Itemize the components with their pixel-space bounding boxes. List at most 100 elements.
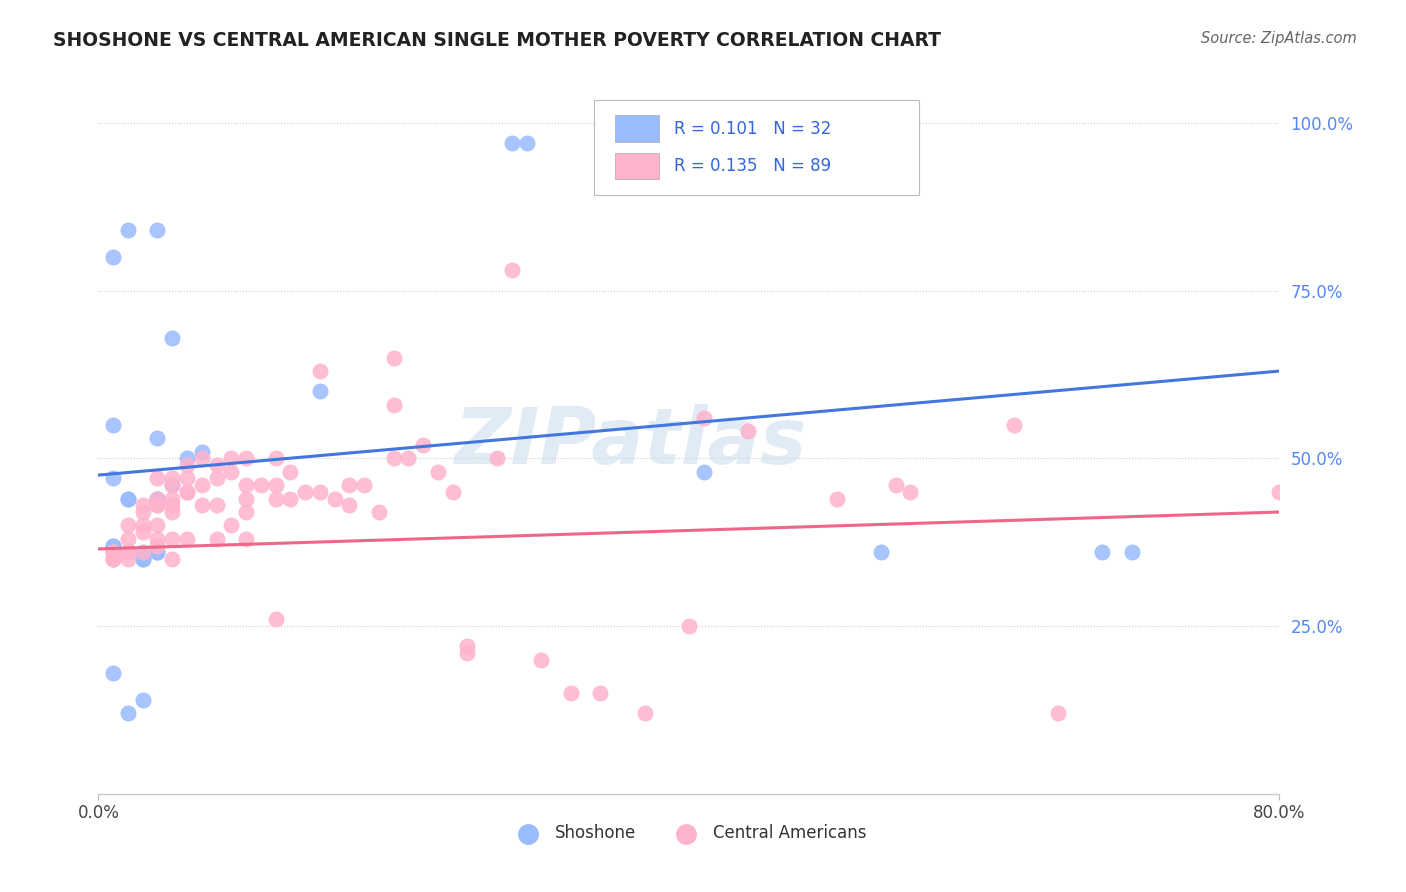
- Point: [146, 539, 169, 553]
- Point: [900, 484, 922, 499]
- Point: [117, 545, 139, 559]
- Point: [486, 451, 509, 466]
- Point: [353, 478, 375, 492]
- Point: [693, 465, 716, 479]
- Point: [103, 250, 125, 264]
- Point: [146, 431, 169, 445]
- Point: [146, 491, 169, 506]
- Point: [146, 498, 169, 512]
- Point: [146, 532, 169, 546]
- Point: [634, 706, 657, 721]
- Point: [457, 639, 479, 653]
- Point: [117, 532, 139, 546]
- Point: [501, 136, 523, 150]
- Point: [146, 491, 169, 506]
- Point: [103, 552, 125, 566]
- Point: [264, 451, 287, 466]
- Point: [427, 465, 450, 479]
- Point: [264, 478, 287, 492]
- Point: [280, 491, 302, 506]
- Point: [132, 525, 155, 540]
- Point: [382, 351, 405, 365]
- Point: [589, 686, 612, 700]
- Point: [162, 498, 183, 512]
- Point: [221, 518, 243, 533]
- Point: [117, 491, 139, 506]
- Point: [205, 458, 228, 472]
- Text: SHOSHONE VS CENTRAL AMERICAN SINGLE MOTHER POVERTY CORRELATION CHART: SHOSHONE VS CENTRAL AMERICAN SINGLE MOTH…: [53, 31, 942, 50]
- Point: [884, 478, 907, 492]
- Point: [103, 545, 125, 559]
- Point: [162, 478, 183, 492]
- Point: [235, 451, 257, 466]
- Point: [103, 471, 125, 485]
- Point: [191, 498, 214, 512]
- Point: [132, 693, 155, 707]
- Point: [146, 491, 169, 506]
- Point: [205, 471, 228, 485]
- Point: [162, 471, 183, 485]
- Point: [117, 545, 139, 559]
- Point: [412, 438, 434, 452]
- Point: [250, 478, 273, 492]
- Point: [191, 478, 214, 492]
- Point: [132, 505, 155, 519]
- Point: [103, 539, 125, 553]
- Point: [382, 451, 405, 466]
- Point: [117, 223, 139, 237]
- FancyBboxPatch shape: [614, 115, 659, 142]
- Point: [176, 484, 198, 499]
- Point: [235, 532, 257, 546]
- FancyBboxPatch shape: [614, 153, 659, 179]
- Point: [1268, 484, 1291, 499]
- Point: [205, 532, 228, 546]
- Point: [191, 444, 214, 458]
- Point: [132, 545, 155, 559]
- Point: [146, 545, 169, 559]
- Point: [162, 330, 183, 344]
- Point: [176, 471, 198, 485]
- Point: [146, 471, 169, 485]
- Point: [323, 491, 346, 506]
- Point: [132, 498, 155, 512]
- Point: [825, 491, 848, 506]
- Point: [530, 653, 553, 667]
- Point: [103, 545, 125, 559]
- Point: [280, 465, 302, 479]
- Point: [737, 425, 759, 439]
- Point: [117, 491, 139, 506]
- Point: [176, 458, 198, 472]
- Point: [162, 491, 183, 506]
- Text: Source: ZipAtlas.com: Source: ZipAtlas.com: [1201, 31, 1357, 46]
- Point: [264, 491, 287, 506]
- Point: [162, 505, 183, 519]
- Point: [457, 646, 479, 660]
- Point: [339, 498, 361, 512]
- Point: [103, 417, 125, 432]
- Point: [235, 505, 257, 519]
- Point: [294, 484, 316, 499]
- Point: [162, 532, 183, 546]
- Point: [103, 545, 125, 559]
- Point: [221, 465, 243, 479]
- Point: [870, 545, 893, 559]
- Point: [176, 532, 198, 546]
- Point: [205, 498, 228, 512]
- Point: [176, 484, 198, 499]
- Point: [117, 706, 139, 721]
- Point: [1121, 545, 1143, 559]
- Point: [146, 518, 169, 533]
- Text: ZIPatlas: ZIPatlas: [454, 403, 806, 480]
- Point: [1091, 545, 1114, 559]
- Point: [103, 552, 125, 566]
- Point: [162, 552, 183, 566]
- Point: [235, 491, 257, 506]
- Point: [132, 552, 155, 566]
- Point: [441, 484, 464, 499]
- Point: [560, 686, 582, 700]
- Point: [146, 223, 169, 237]
- Point: [146, 545, 169, 559]
- Point: [516, 136, 538, 150]
- Point: [398, 451, 420, 466]
- FancyBboxPatch shape: [595, 100, 920, 194]
